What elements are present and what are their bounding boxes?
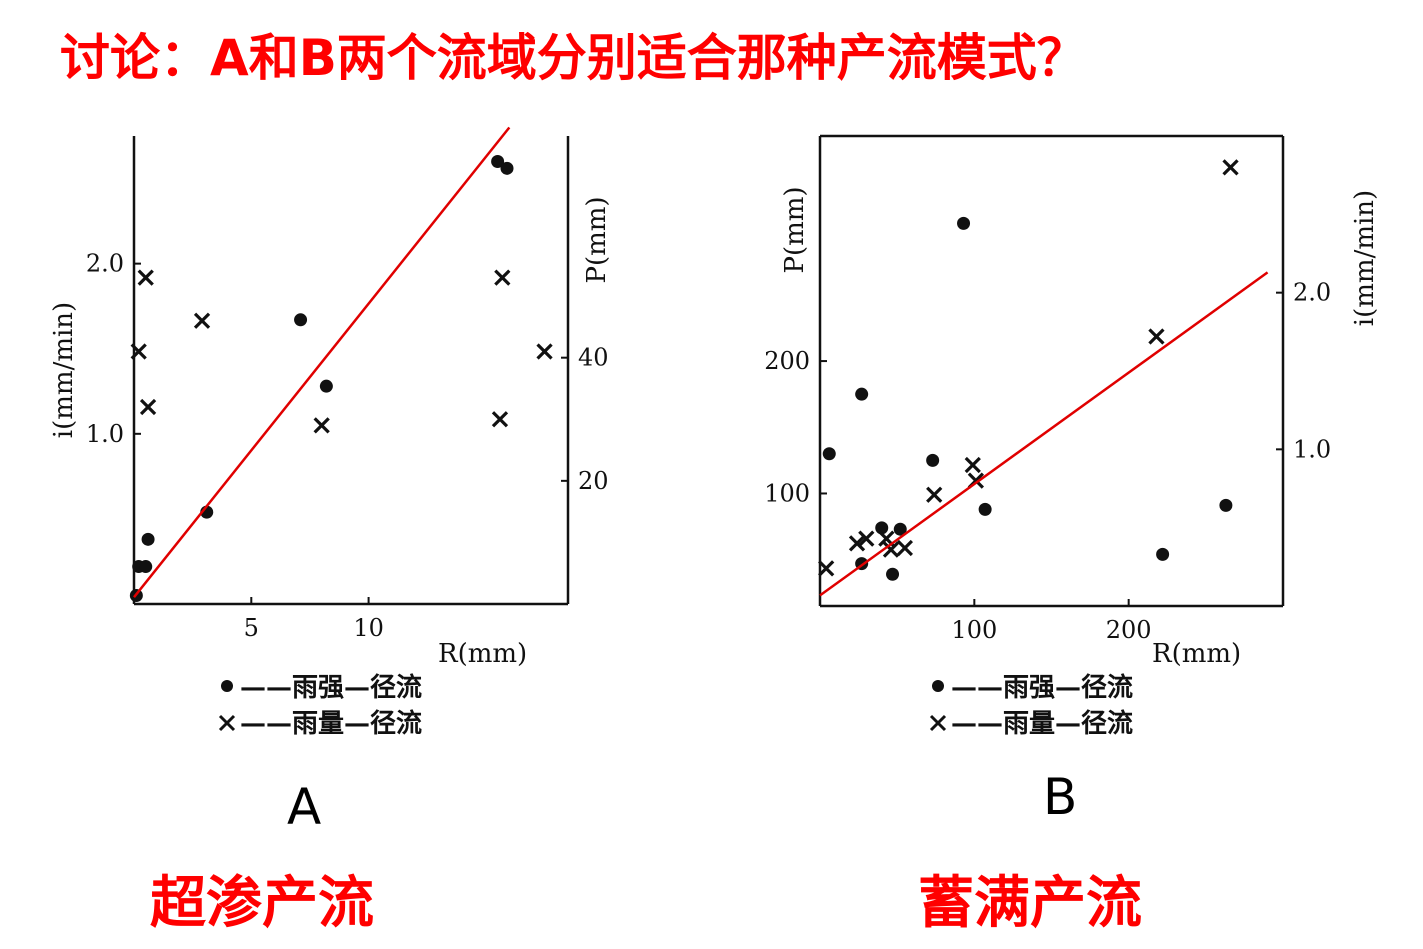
chart-a-left-axis-label: i(mm/min): [49, 302, 79, 438]
chart-a-cross-point: [130, 343, 147, 360]
chart-a-dot-point: [319, 379, 333, 393]
chart-b-x-axis-label: R(mm): [1152, 639, 1241, 669]
chart-a-cross-point: [494, 269, 511, 286]
chart-a-dot-point: [139, 560, 153, 574]
panel-a-mode-label: 超渗产流: [150, 871, 374, 936]
chart-b-cross-point: [964, 456, 981, 474]
chart-b-y-left-tick-label: 200: [764, 347, 810, 375]
chart-a-y-right-tick-label: 40: [578, 344, 609, 372]
chart-b-dot-point: [1219, 498, 1233, 512]
chart-a-y-right-tick-label: 20: [578, 467, 609, 495]
chart-a-cross-point: [193, 312, 211, 329]
panel-b-letter: B: [1043, 768, 1078, 826]
chart-b-y-right-tick-label: 2.0: [1293, 279, 1331, 307]
chart-b-dot-point: [886, 567, 900, 581]
chart-a-cross-point: [491, 411, 509, 428]
chart-a-cross-point: [137, 269, 154, 286]
chart-b-cross-point: [926, 486, 943, 503]
chart-a-y-left-tick-label: 2.0: [86, 250, 124, 278]
chart-b-cross-point: [1148, 328, 1165, 345]
chart-b-x-tick-label: 200: [1106, 616, 1152, 644]
chart-a-x-tick-label: 5: [244, 614, 259, 642]
chart-a-cross-point: [536, 343, 553, 360]
chart-b-legend-dot-marker: [932, 680, 944, 692]
chart-b-legend-cross-label: ——雨量—径流: [951, 709, 1133, 739]
chart-b-dot-point: [893, 522, 907, 536]
chart-a-trend-line: [133, 126, 511, 598]
chart-b-cross-point: [818, 560, 835, 577]
chart-b-y-left-tick-label: 100: [764, 479, 810, 507]
chart-b-cross-point: [896, 539, 914, 557]
chart-a-dot-point: [500, 161, 514, 175]
chart-a-x-axis-label: R(mm): [438, 639, 527, 669]
chart-a-y-left-tick-label: 1.0: [86, 420, 124, 448]
chart-a-legend-cross-marker: [218, 714, 236, 732]
chart-b-left-axis-label: P(mm): [780, 186, 810, 273]
chart-a: 5 10 1.0 2.0 20 40 R(mm) i(mm/min) P(mm) ——雨强…: [49, 126, 612, 739]
chart-b-x-tick-label: 100: [951, 616, 997, 644]
chart-b-dot-point: [926, 453, 940, 467]
chart-b-legend-cross-marker: [929, 714, 947, 732]
chart-b-cross-point: [858, 530, 875, 547]
chart-b-dot-point: [855, 387, 869, 401]
chart-a-legend-dot-marker: [221, 680, 233, 692]
chart-a-x-tick-label: 10: [353, 614, 384, 642]
chart-a-dot-point: [294, 313, 308, 327]
panel-a-letter: A: [287, 778, 322, 836]
chart-b: 100 200 100 200 1.0 2.0 R(mm) P(mm) i(mm/min)…: [764, 134, 1380, 739]
chart-b-dot-point: [957, 216, 971, 230]
chart-a-legend-cross-label: ——雨量—径流: [240, 709, 422, 739]
chart-a-legend-dot-label: ——雨强—径流: [240, 673, 422, 703]
chart-b-dot-point: [978, 502, 992, 516]
chart-b-legend-dot-label: ——雨强—径流: [951, 673, 1133, 703]
chart-b-cross-point: [848, 535, 866, 552]
chart-b-y-right-tick-label: 1.0: [1293, 435, 1331, 463]
chart-a-dot-point: [491, 155, 505, 169]
chart-a-cross-point: [139, 398, 157, 416]
chart-a-dot-point: [141, 532, 155, 546]
chart-b-cross-point: [882, 541, 900, 558]
page-title: 讨论：A和B两个流域分别适合那种产流模式？: [60, 29, 1087, 87]
panel-b-mode-label: 蓄满产流: [918, 871, 1142, 936]
chart-b-trend-line: [819, 271, 1269, 597]
chart-b-dot-point: [875, 521, 889, 535]
chart-b-dot-point: [1156, 547, 1170, 561]
chart-b-dot-point: [822, 447, 836, 461]
chart-b-cross-point: [1222, 159, 1239, 176]
chart-a-cross-point: [313, 417, 330, 434]
chart-b-right-axis-label: i(mm/min): [1350, 190, 1380, 326]
chart-a-right-axis-label: P(mm): [582, 196, 612, 283]
